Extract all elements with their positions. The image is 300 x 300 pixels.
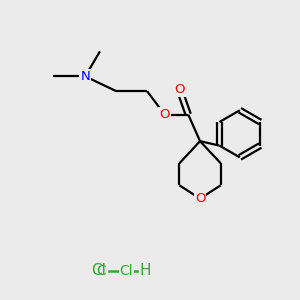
Text: C: C [97,264,106,278]
Text: N: N [80,70,90,83]
Text: O: O [195,192,205,205]
Text: O: O [174,83,185,96]
Text: Cl: Cl [91,263,106,278]
Text: O: O [160,108,170,121]
Text: Cl: Cl [120,264,133,278]
Text: H: H [140,263,151,278]
